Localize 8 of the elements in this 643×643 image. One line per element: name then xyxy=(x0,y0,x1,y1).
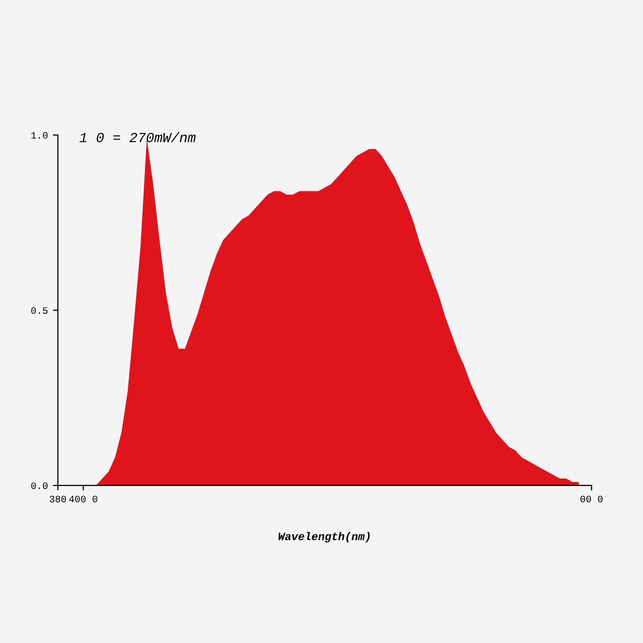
x-axis-title: Wavelength(nm) xyxy=(278,532,370,542)
annotation: 1 0 = 270mW/nm xyxy=(80,132,196,142)
x-tick-label: 380 xyxy=(50,496,66,502)
x-tick-label: 00 0 xyxy=(580,496,603,502)
y-tick-label: 0.5 xyxy=(31,307,48,314)
x-tick-label: 400 0 xyxy=(69,496,98,502)
y-tick-label: 1.0 xyxy=(31,132,48,139)
y-tick-label: 0.0 xyxy=(31,482,48,490)
